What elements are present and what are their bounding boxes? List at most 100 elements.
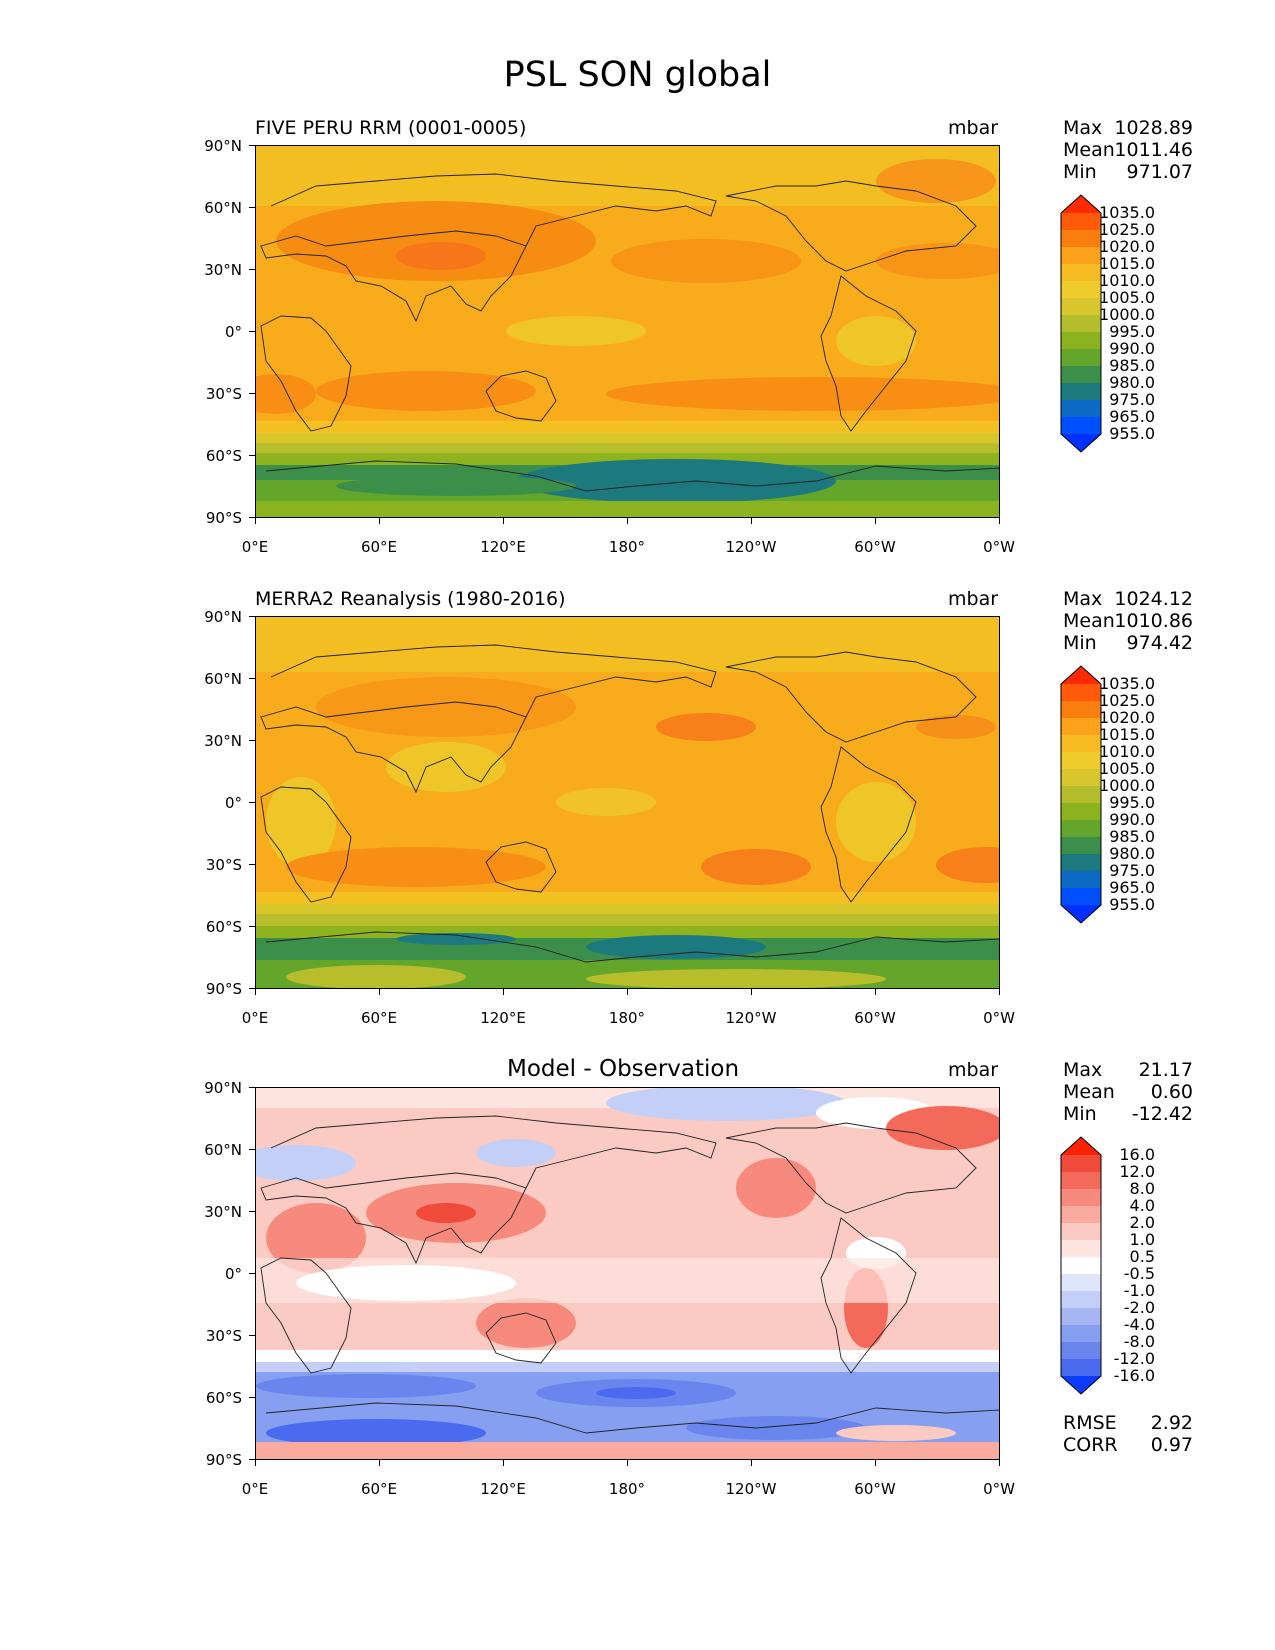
colorbar-swatch bbox=[1061, 298, 1101, 316]
figure-title: PSL SON global bbox=[503, 55, 772, 95]
map-model bbox=[255, 145, 1000, 518]
colorbar-swatch bbox=[1061, 400, 1101, 418]
stat-value: 1011.46 bbox=[1114, 139, 1193, 161]
panel-stats: Max 21.17 Mean 0.60 Min -12.42 bbox=[1063, 1059, 1193, 1125]
lat-tick-label: 90°N bbox=[204, 608, 242, 626]
colorbar-level-label: -8.0 bbox=[1123, 1332, 1155, 1351]
stat-value: 1010.86 bbox=[1114, 610, 1193, 632]
lat-tick-label: 60°N bbox=[204, 1141, 242, 1159]
colorbar-swatch bbox=[1061, 1206, 1101, 1224]
panel-difference: Model - Observation mbar bbox=[0, 1052, 1275, 1522]
colorbar-level-label: 1020.0 bbox=[1099, 708, 1155, 727]
colorbar-level-label: 1035.0 bbox=[1099, 674, 1155, 693]
lat-tick-label: 60°S bbox=[205, 918, 242, 936]
lat-tick-label: 0° bbox=[224, 794, 242, 812]
colorbar-swatch bbox=[1061, 366, 1101, 384]
lon-tick-label: 0°E bbox=[241, 1480, 269, 1498]
colorbar-swatch bbox=[1061, 213, 1101, 231]
colorbar-swatch bbox=[1061, 786, 1101, 804]
colorbar-level-label: 1010.0 bbox=[1099, 742, 1155, 761]
stat-value: 2.92 bbox=[1150, 1412, 1193, 1434]
colorbar-level-label: 8.0 bbox=[1129, 1179, 1155, 1198]
colorbar-level-label: 955.0 bbox=[1109, 895, 1155, 914]
lon-tick-label: 120°E bbox=[480, 1480, 526, 1498]
colorbar-level-label: 975.0 bbox=[1109, 390, 1155, 409]
colorbar-level-label: -4.0 bbox=[1123, 1315, 1155, 1334]
stat-value: 971.07 bbox=[1126, 161, 1193, 183]
lat-tick-label: 60°N bbox=[204, 670, 242, 688]
colorbar-swatch bbox=[1061, 264, 1101, 282]
colorbar-swatch bbox=[1061, 247, 1101, 265]
lat-tick-label: 30°N bbox=[204, 1203, 242, 1221]
lat-tick-label: 90°S bbox=[205, 1451, 242, 1469]
stat-value: 0.97 bbox=[1150, 1434, 1193, 1456]
colorbar-swatch bbox=[1061, 1137, 1101, 1155]
colorbar-level-label: -16.0 bbox=[1113, 1366, 1155, 1385]
colorbar-level-label: 1005.0 bbox=[1099, 288, 1155, 307]
colorbar-swatch bbox=[1061, 383, 1101, 401]
units-label: mbar bbox=[948, 1059, 999, 1081]
lat-tick-label: 30°N bbox=[204, 732, 242, 750]
colorbar-outline bbox=[1060, 194, 1102, 453]
lat-tick-label: 30°S bbox=[205, 856, 242, 874]
colorbar-swatch bbox=[1061, 1376, 1101, 1394]
colorbar-level-label: 2.0 bbox=[1129, 1213, 1155, 1232]
lat-tick-label: 60°S bbox=[205, 447, 242, 465]
colorbar-level-label: 975.0 bbox=[1109, 861, 1155, 880]
colorbar-swatch bbox=[1061, 820, 1101, 838]
colorbar-level-label: 1015.0 bbox=[1099, 254, 1155, 273]
psl-field-observation bbox=[256, 617, 999, 988]
lat-tick-label: 90°N bbox=[204, 137, 242, 155]
stat-value: 974.42 bbox=[1126, 632, 1193, 654]
colorbar-level-label: 1015.0 bbox=[1099, 725, 1155, 744]
lon-tick-label: 120°W bbox=[725, 1480, 777, 1498]
colorbar-level-label: 990.0 bbox=[1109, 810, 1155, 829]
colorbar-swatches bbox=[1060, 665, 1102, 924]
colorbar-level-label: 1.0 bbox=[1129, 1230, 1155, 1249]
lon-tick-label: 180° bbox=[608, 538, 646, 556]
colorbar-swatch bbox=[1061, 434, 1101, 452]
stat-label: CORR bbox=[1063, 1434, 1118, 1456]
stat-value: 0.60 bbox=[1150, 1081, 1193, 1103]
colorbar-swatch bbox=[1061, 666, 1101, 684]
stat-label: Mean bbox=[1063, 1081, 1115, 1103]
colorbar-swatches bbox=[1060, 1136, 1102, 1395]
colorbar-outline bbox=[1060, 1136, 1102, 1395]
lon-tick-label: 60°E bbox=[360, 538, 398, 556]
colorbar-level-label: 985.0 bbox=[1109, 827, 1155, 846]
map-observation bbox=[255, 616, 1000, 989]
colorbar-level-label: 1000.0 bbox=[1099, 776, 1155, 795]
lat-tick-label: 30°S bbox=[205, 1327, 242, 1345]
stat-value: 1028.89 bbox=[1114, 117, 1193, 139]
colorbar-level-label: 980.0 bbox=[1109, 373, 1155, 392]
colorbar-level-label: 965.0 bbox=[1109, 407, 1155, 426]
stat-label: Mean bbox=[1063, 139, 1115, 161]
colorbar-level-label: 1035.0 bbox=[1099, 203, 1155, 222]
colorbar-level-label: -1.0 bbox=[1123, 1281, 1155, 1300]
colorbar-swatch bbox=[1061, 417, 1101, 435]
panel-stats: Max 1024.12 Mean 1010.86 Min 974.42 bbox=[1063, 588, 1193, 654]
colorbar-swatch bbox=[1061, 684, 1101, 702]
colorbar-swatch bbox=[1061, 1274, 1101, 1292]
colorbar-swatch bbox=[1061, 905, 1101, 923]
colorbar-level-label: 1005.0 bbox=[1099, 759, 1155, 778]
colorbar-swatch bbox=[1061, 1223, 1101, 1241]
colorbar-level-label: -2.0 bbox=[1123, 1298, 1155, 1317]
stat-label: Max bbox=[1063, 117, 1103, 139]
colorbar-level-label: 995.0 bbox=[1109, 322, 1155, 341]
colorbar-level-label: 955.0 bbox=[1109, 424, 1155, 443]
colorbar-level-label: 12.0 bbox=[1119, 1162, 1155, 1181]
panel-observation: MERRA2 Reanalysis (1980-2016) mbar bbox=[0, 581, 1275, 1051]
lat-tick-label: 60°N bbox=[204, 199, 242, 217]
lat-tick-label: 90°S bbox=[205, 509, 242, 527]
colorbar-swatch bbox=[1061, 752, 1101, 770]
panel-model: FIVE PERU RRM (0001-0005) mbar bbox=[0, 110, 1275, 580]
colorbar-level-label: 1010.0 bbox=[1099, 271, 1155, 290]
stat-label: Min bbox=[1063, 161, 1097, 183]
lat-tick-label: 30°N bbox=[204, 261, 242, 279]
lon-tick-label: 0°W bbox=[983, 1009, 1015, 1027]
colorbar-swatch bbox=[1061, 735, 1101, 753]
psl-field-model bbox=[256, 146, 999, 517]
stat-label: Max bbox=[1063, 1059, 1103, 1081]
panel-subtitle: FIVE PERU RRM (0001-0005) bbox=[255, 117, 527, 139]
